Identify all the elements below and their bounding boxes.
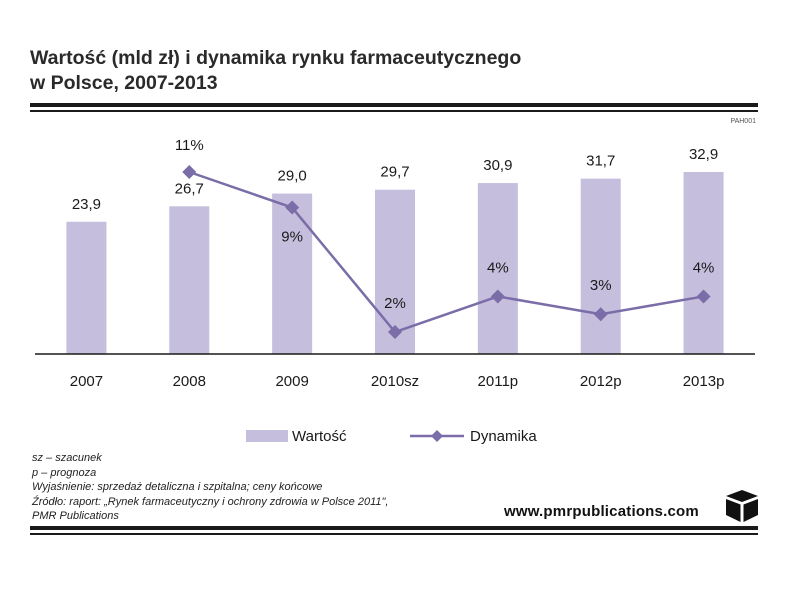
legend-bar-label: Wartość: [292, 428, 347, 445]
x-tick-label-2007: 2007: [70, 373, 103, 390]
legend-item-line: Dynamika: [410, 428, 537, 445]
legend-line-swatch: [410, 430, 464, 442]
x-tick-label-2008: 2008: [173, 373, 206, 390]
bar-2007: [66, 221, 107, 354]
title-line-1: Wartość (mld zł) i dynamika rynku farmac…: [30, 47, 522, 69]
chart-title: Wartość (mld zł) i dynamika rynku farmac…: [30, 46, 750, 96]
x-tick-label-2012p: 2012p: [580, 373, 622, 390]
dynamika-value-label-2010sz: 2%: [384, 295, 406, 312]
dynamika-line: [188, 170, 704, 334]
bar-2013p: [683, 172, 724, 354]
footer-rule-thin: [30, 533, 758, 535]
bar-value-label-2007: 23,9: [72, 196, 101, 213]
bar-value-label-2013p: 32,9: [689, 146, 718, 163]
footer-rule-thick: [30, 526, 758, 530]
note-sz: sz – szacunek: [32, 452, 102, 464]
header-rule-thick: [30, 103, 758, 107]
legend-line-label: Dynamika: [470, 428, 537, 445]
x-tick-label-2010sz: 2010sz: [371, 373, 419, 390]
note-p: p – prognoza: [32, 466, 97, 479]
bar-value-label-2010sz: 29,7: [380, 164, 409, 181]
bar-2012p: [580, 178, 621, 354]
dynamika-value-label-2008: 11%: [175, 137, 204, 154]
legend-bar-swatch: [246, 430, 288, 442]
dynamika-value-label-2011p: 4%: [487, 259, 509, 276]
dynamika-marker-2008: [182, 165, 197, 179]
legend-item-bars: Wartość: [246, 428, 346, 445]
dynamika-marker-2012p: [593, 307, 608, 322]
dynamika-marker-2010sz: [388, 325, 402, 339]
dynamika-value-label-2009: 9%: [281, 229, 303, 246]
cube-logo-icon: [726, 490, 758, 522]
chart-area: 23,9 26,7 29,0 29,7 30,9 31,7 32,9 2007 2008 2009…: [35, 137, 755, 390]
dynamika-marker-2009: [285, 200, 300, 215]
bar-value-label-2011p: 30,9: [483, 157, 512, 174]
bar-value-label-2009: 29,0: [278, 168, 307, 185]
bar-2008: [169, 206, 210, 354]
dynamika-value-label-2012p: 3%: [590, 277, 612, 294]
x-tick-label-2011p: 2011p: [478, 373, 519, 390]
dynamika-marker-2013p: [696, 289, 711, 304]
header-rule-thin: [30, 110, 758, 112]
note-explanation: Wyjaśnienie: sprzedaż detaliczna i szpit…: [32, 481, 323, 493]
title-line-2: w Polsce, 2007-2013: [30, 72, 218, 94]
dynamika-value-label-2013p: 4%: [693, 259, 715, 276]
note-publisher: PMR Publications: [32, 510, 119, 522]
bar-value-label-2008: 26,7: [175, 180, 204, 197]
x-tick-label-2009: 2009: [275, 373, 308, 390]
note-source: Źródło: raport: „Rynek farmaceutyczny i …: [32, 495, 389, 508]
x-tick-label-2013p: 2013p: [683, 373, 725, 390]
publisher-url: www.pmrpublications.com: [504, 503, 699, 520]
chart-code: PAH001: [730, 118, 756, 125]
bar-2011p: [477, 183, 518, 354]
dynamika-marker-2011p: [490, 289, 505, 304]
bar-2009: [272, 193, 313, 354]
footnotes: sz – szacunek p – prognoza Wyjaśnienie: …: [32, 451, 388, 524]
bar-value-label-2012p: 31,7: [586, 153, 615, 170]
